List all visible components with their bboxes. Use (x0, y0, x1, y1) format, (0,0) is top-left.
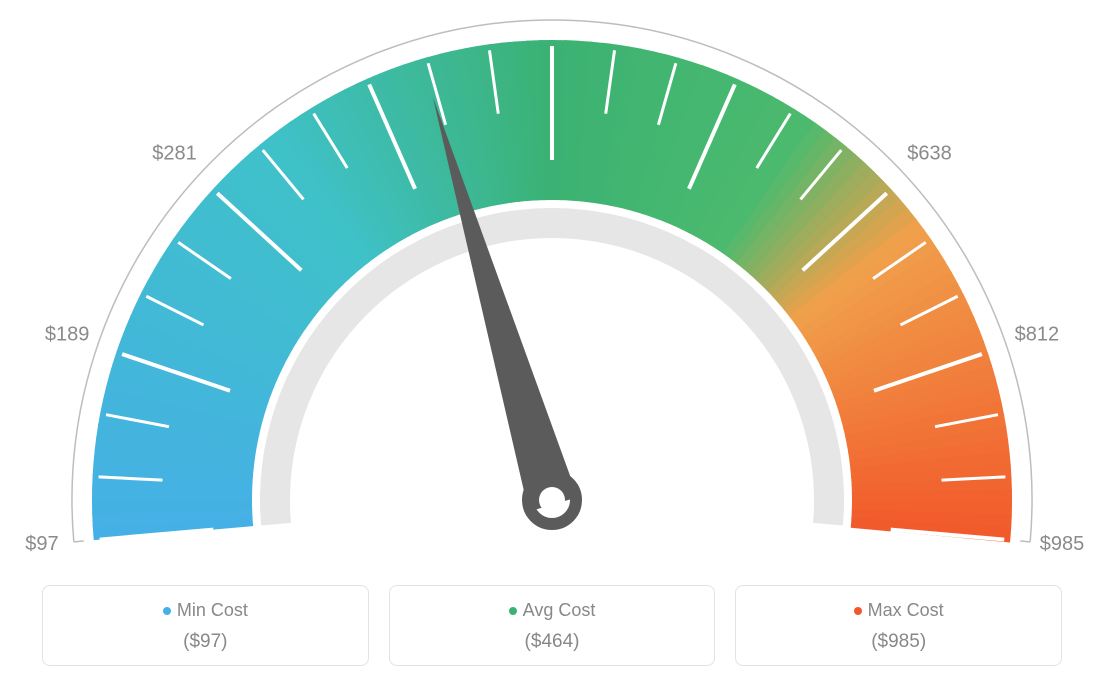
gauge-tick-label: $812 (1015, 324, 1060, 346)
gauge-tick-label: $638 (907, 142, 952, 164)
gauge-needle-hub-inner (539, 487, 565, 513)
legend-min-label: Min Cost (177, 600, 248, 620)
legend-avg-label: Avg Cost (523, 600, 596, 620)
legend-max-label: Max Cost (868, 600, 944, 620)
gauge-tick-label: $97 (25, 533, 58, 555)
legend-card-avg: Avg Cost ($464) (389, 585, 716, 666)
legend-max-dot (854, 607, 862, 615)
legend-min-value: ($97) (53, 631, 358, 653)
legend-max-value: ($985) (746, 631, 1051, 653)
legend-min-title: Min Cost (53, 600, 358, 621)
legend-avg-dot (509, 607, 517, 615)
cost-gauge-chart: $97$189$281$464$638$812$985 Min Cost ($9… (0, 0, 1104, 690)
legend-min-dot (163, 607, 171, 615)
gauge-tick-label: $985 (1040, 533, 1085, 555)
legend-row: Min Cost ($97) Avg Cost ($464) Max Cost … (0, 585, 1104, 666)
legend-max-title: Max Cost (746, 600, 1051, 621)
gauge-svg: $97$189$281$464$638$812$985 (0, 0, 1104, 560)
gauge-tick-label: $281 (152, 142, 197, 164)
legend-card-min: Min Cost ($97) (42, 585, 369, 666)
legend-card-max: Max Cost ($985) (735, 585, 1062, 666)
legend-avg-value: ($464) (400, 631, 705, 653)
gauge-tick-label: $189 (45, 324, 90, 346)
legend-avg-title: Avg Cost (400, 600, 705, 621)
